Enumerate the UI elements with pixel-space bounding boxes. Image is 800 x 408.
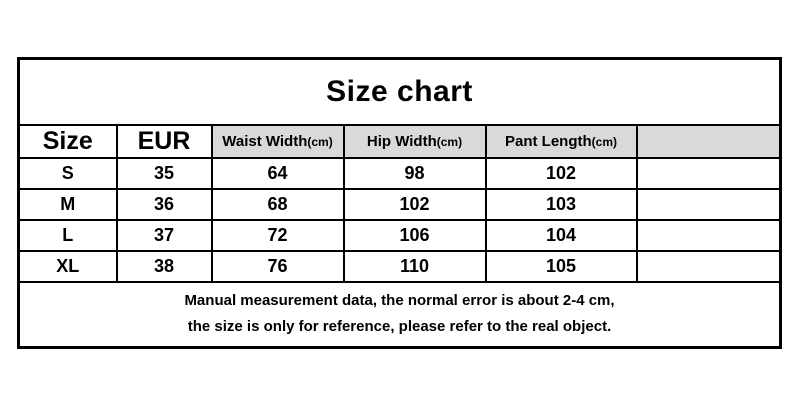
empty-cell — [635, 249, 782, 283]
pant-cell: 104 — [484, 218, 638, 252]
hip-cell: 110 — [342, 249, 487, 283]
chart-title: Size chart — [17, 57, 782, 126]
waist-cell: 72 — [210, 218, 345, 252]
eur-cell: 37 — [115, 218, 213, 252]
title-row: Size chart — [17, 57, 782, 126]
header-row: Size EUR Waist Width(cm) Hip Width(cm) P… — [17, 123, 782, 159]
size-cell: XL — [17, 249, 118, 283]
size-cell: L — [17, 218, 118, 252]
table-row-xl: XL 38 76 110 105 — [17, 249, 782, 283]
col-header-hip-unit: (cm) — [436, 134, 463, 149]
col-header-eur: EUR — [115, 123, 213, 159]
col-header-empty — [635, 123, 782, 159]
col-header-waist-label: Waist Width — [222, 132, 308, 150]
table-row-m: M 36 68 102 103 — [17, 187, 782, 221]
col-header-pant-label: Pant Length — [504, 132, 592, 150]
col-header-pant: Pant Length(cm) — [484, 123, 638, 159]
hip-cell: 98 — [342, 156, 487, 190]
pant-cell: 103 — [484, 187, 638, 221]
eur-cell: 36 — [115, 187, 213, 221]
col-header-hip: Hip Width(cm) — [342, 123, 487, 159]
waist-cell: 64 — [210, 156, 345, 190]
waist-cell: 68 — [210, 187, 345, 221]
col-header-waist-unit: (cm) — [307, 134, 333, 149]
empty-cell — [635, 218, 782, 252]
size-chart-table: Size chart Size EUR Waist Width(cm) Hip … — [17, 57, 783, 349]
size-cell: S — [17, 156, 118, 190]
hip-cell: 102 — [342, 187, 487, 221]
pant-cell: 102 — [484, 156, 638, 190]
note-line-2: the size is only for reference, please r… — [187, 318, 612, 336]
size-cell: M — [17, 187, 118, 221]
eur-cell: 35 — [115, 156, 213, 190]
empty-cell — [635, 156, 782, 190]
measurement-note: Manual measurement data, the normal erro… — [17, 280, 782, 349]
note-row: Manual measurement data, the normal erro… — [17, 280, 782, 349]
empty-cell — [635, 187, 782, 221]
table-row-l: L 37 72 106 104 — [17, 218, 782, 252]
col-header-waist: Waist Width(cm) — [210, 123, 345, 159]
col-header-pant-unit: (cm) — [591, 134, 617, 149]
pant-cell: 105 — [484, 249, 638, 283]
hip-cell: 106 — [342, 218, 487, 252]
note-line-1: Manual measurement data, the normal erro… — [184, 292, 615, 310]
waist-cell: 76 — [210, 249, 345, 283]
table-row-s: S 35 64 98 102 — [17, 156, 782, 190]
col-header-size: Size — [17, 123, 118, 159]
eur-cell: 38 — [115, 249, 213, 283]
col-header-hip-label: Hip Width — [366, 132, 437, 150]
